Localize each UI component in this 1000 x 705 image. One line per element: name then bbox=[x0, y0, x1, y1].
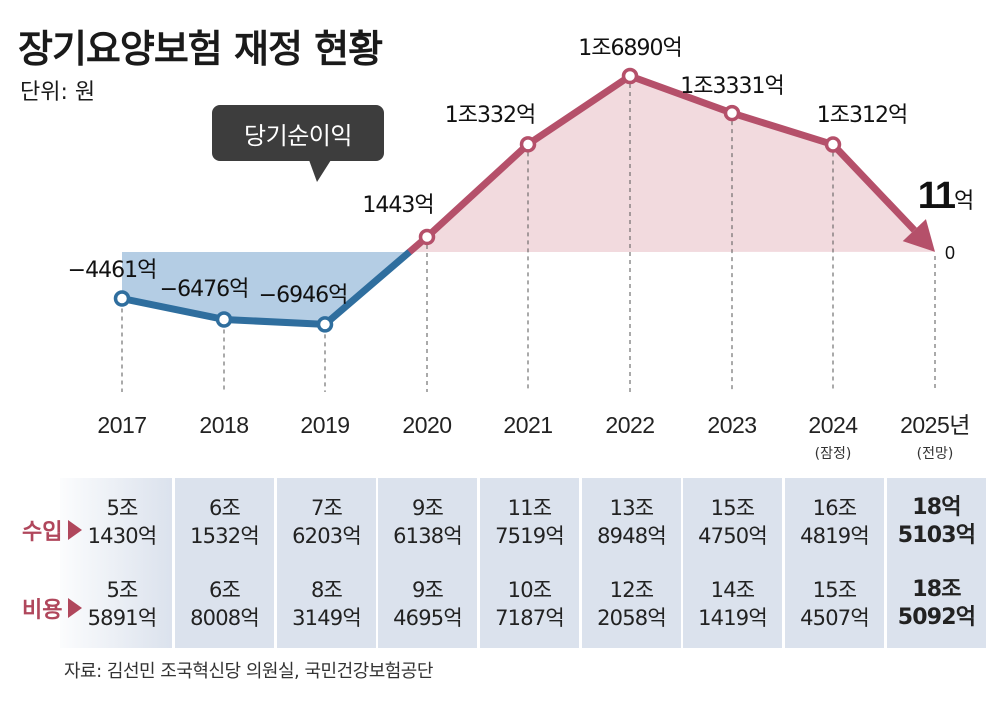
source-note: 자료: 김선민 조국혁신당 의원실, 국민건강보험공단 bbox=[64, 661, 433, 682]
data-point bbox=[113, 290, 131, 307]
cell-income-line1: 5조 bbox=[106, 496, 138, 520]
cell-income-line2: 6203억 bbox=[292, 524, 362, 548]
x-tick-sublabel: (전망) bbox=[917, 446, 954, 462]
cell-expense-line2: 8008억 bbox=[190, 606, 260, 630]
cell-income-line2: 1532억 bbox=[190, 524, 260, 548]
cell-expense-line1: 14조 bbox=[710, 578, 755, 602]
cell-expense-line2: 1419억 bbox=[698, 606, 768, 630]
x-tick-sublabel: (잠정) bbox=[815, 446, 852, 462]
cell-income-line1: 11조 bbox=[507, 496, 552, 520]
x-tick-label: 2021 bbox=[503, 412, 552, 438]
x-tick-label: 2024 bbox=[808, 412, 858, 438]
table-column-2019: 7조 6203억 8조 3149억 bbox=[277, 478, 376, 648]
positive-area bbox=[409, 76, 935, 252]
table-column-2018: 6조 1532억 6조 8008억 bbox=[175, 478, 274, 648]
table-column-2017: 5조 1430억 5조 5891억 bbox=[60, 478, 172, 648]
cell-expense-line2: 3149억 bbox=[292, 606, 362, 630]
line-chart: −4461억−6476억 −6946억 1443억 1조332억 1조6890억 1조33… bbox=[68, 36, 975, 462]
cell-income-line1: 13조 bbox=[609, 496, 654, 520]
cell-expense-line1: 18조 bbox=[912, 577, 961, 602]
cell-income-line2: 7519억 bbox=[495, 524, 565, 548]
data-point bbox=[215, 311, 233, 328]
cell-expense-line2: 7187억 bbox=[495, 606, 565, 630]
cell-expense-line1: 5조 bbox=[106, 578, 138, 602]
triangle-right-icon bbox=[68, 520, 83, 540]
cell-expense-line1: 9조 bbox=[411, 578, 444, 602]
cell-expense-line2: 2058억 bbox=[597, 606, 667, 630]
cell-income-line2: 6138억 bbox=[393, 524, 463, 548]
cell-income-line2: 4819억 bbox=[800, 524, 870, 548]
data-label: 1조332억 bbox=[445, 103, 535, 128]
cell-expense-line1: 8조 bbox=[310, 578, 343, 602]
negative-area bbox=[122, 252, 410, 325]
data-point bbox=[824, 136, 842, 153]
cell-expense-line2: 4507억 bbox=[800, 606, 870, 630]
row-label-income: 수입 bbox=[22, 514, 83, 546]
table-column-2024: 16조 4819억 15조 4507억 bbox=[785, 478, 884, 648]
data-label: 1조312억 bbox=[817, 103, 907, 128]
data-point bbox=[723, 104, 741, 122]
data-point bbox=[519, 136, 537, 153]
triangle-right-icon bbox=[68, 598, 83, 618]
cell-expense-line1: 15조 bbox=[812, 578, 857, 602]
cell-expense-line2: 4695억 bbox=[393, 606, 463, 630]
x-tick-label: 2017 bbox=[97, 412, 146, 438]
x-tick-label: 2020 bbox=[402, 412, 451, 438]
x-tick-label: 2018 bbox=[199, 412, 248, 438]
cell-income-line2: 8948억 bbox=[597, 524, 667, 548]
negative-line bbox=[118, 248, 413, 328]
cell-income-line1: 15조 bbox=[710, 496, 755, 520]
cell-expense-line1: 12조 bbox=[609, 578, 654, 602]
cell-income-line2: 4750억 bbox=[698, 524, 768, 548]
data-label: 1조6890억 bbox=[578, 36, 681, 61]
cell-income-line1: 7조 bbox=[310, 496, 343, 520]
chart-title: 장기요양보험 재정 현황 bbox=[18, 27, 383, 71]
table-column-2020: 9조 6138억 9조 4695억 bbox=[378, 478, 477, 648]
unit-label: 단위: 원 bbox=[20, 80, 96, 105]
data-label: −6476억 bbox=[160, 277, 249, 302]
x-tick-label: 2025년 bbox=[900, 412, 970, 438]
x-tick-label: 2019 bbox=[300, 412, 349, 438]
data-point bbox=[621, 67, 639, 85]
x-tick-label: 2023 bbox=[707, 412, 756, 438]
table-column-2023: 15조 4750억 14조 1419억 bbox=[683, 478, 782, 648]
cell-expense-line1: 10조 bbox=[507, 578, 552, 602]
data-label: 1조3331억 bbox=[680, 74, 783, 99]
table-column-2025: 18억 5103억 18조 5092억 bbox=[887, 478, 986, 648]
cell-income-line1: 16조 bbox=[812, 496, 857, 520]
zero-label: 0 bbox=[945, 243, 955, 263]
cell-income-line1: 18억 bbox=[912, 495, 961, 520]
cell-income-line2: 1430억 bbox=[87, 524, 158, 548]
data-label: −6946억 bbox=[259, 283, 348, 308]
callout-label: 당기순이익 bbox=[244, 121, 352, 150]
cell-expense-line1: 6조 bbox=[208, 578, 241, 602]
cell-expense-line2: 5891억 bbox=[87, 606, 158, 630]
table-column-2022: 13조 8948억 12조 2058억 bbox=[582, 478, 681, 648]
cell-income-line1: 6조 bbox=[208, 496, 241, 520]
x-tick-label: 2022 bbox=[605, 412, 654, 438]
income-expense-table: 18억 5103억 18조 5092억 16조 4819억 15조 4507억 15조 4750억… bbox=[0, 478, 1000, 648]
data-label: 1443억 bbox=[362, 193, 433, 218]
data-point bbox=[316, 316, 334, 333]
table-column-2021: 11조 7519억 10조 7187억 bbox=[480, 478, 579, 648]
cell-income-line2: 5103억 bbox=[897, 523, 976, 548]
data-point bbox=[418, 228, 436, 246]
arrow-head-icon bbox=[902, 219, 935, 252]
data-label: −4461억 bbox=[68, 258, 157, 283]
series-callout: 당기순이익 bbox=[212, 105, 384, 161]
data-label-final: 11억 bbox=[918, 175, 974, 217]
row-label-expense: 비용 bbox=[22, 592, 83, 624]
cell-income-line1: 9조 bbox=[411, 496, 444, 520]
cell-expense-line2: 5092억 bbox=[897, 605, 976, 630]
